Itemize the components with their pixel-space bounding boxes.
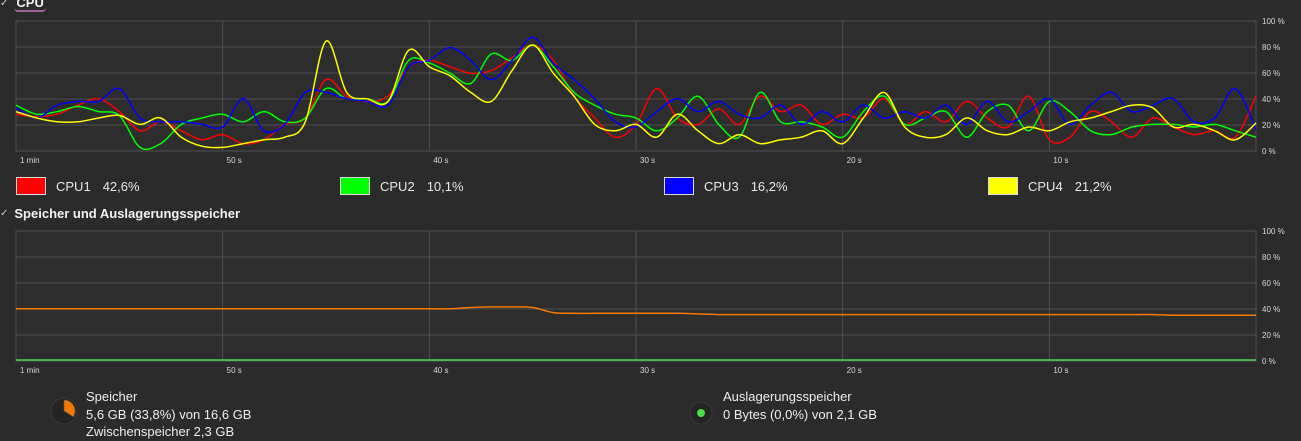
cpu-x-tick-label: 10 s bbox=[1053, 156, 1068, 165]
cpu2-label: CPU2 bbox=[380, 178, 415, 194]
expander-check-icon: ✓ bbox=[0, 208, 9, 219]
memory-y-tick-label: 0 % bbox=[1262, 357, 1276, 366]
cpu3-label: CPU3 bbox=[704, 178, 739, 194]
cpu1-label: CPU1 bbox=[56, 178, 91, 194]
memory-section-title: Speicher und Auslagerungsspeicher bbox=[14, 206, 241, 221]
expander-check-icon: ✓ bbox=[0, 0, 9, 9]
swap-usage: 0 Bytes (0,0%) von 2,1 GB bbox=[723, 406, 877, 422]
memory-x-tick-label: 40 s bbox=[433, 366, 448, 375]
cpu1-value: 42,6% bbox=[102, 178, 140, 194]
cpu-y-tick-label: 40 % bbox=[1262, 95, 1280, 104]
cpu-y-tick-label: 0 % bbox=[1262, 147, 1276, 156]
cpu-y-tick-label: 60 % bbox=[1262, 69, 1280, 78]
cpu-y-tick-label: 80 % bbox=[1262, 43, 1280, 52]
cpu1-legend[interactable]: CPU1 42,6% bbox=[16, 177, 140, 195]
memory-line bbox=[16, 306, 1256, 316]
swap-pie-icon bbox=[689, 401, 713, 425]
memory-y-tick-label: 100 % bbox=[1262, 227, 1285, 236]
memory-cache: Zwischenspeicher 2,3 GB bbox=[86, 424, 235, 439]
memory-y-tick-label: 20 % bbox=[1262, 331, 1280, 340]
cpu4-legend[interactable]: CPU4 21,2% bbox=[988, 177, 1112, 195]
memory-info: Speicher 5,6 GB (33,8%) von 16,6 GB Zwis… bbox=[86, 388, 251, 441]
cpu4-line bbox=[15, 40, 1257, 149]
cpu3-color-swatch[interactable] bbox=[664, 177, 694, 195]
cpu3-legend[interactable]: CPU3 16,2% bbox=[664, 177, 788, 195]
memory-history-graph: 100 % 80 % 60 % 40 % 20 % 0 % 1 min 50 s 40 s 30 … bbox=[15, 227, 1285, 375]
cpu-x-tick-label: 1 min bbox=[20, 156, 40, 165]
memory-usage: 5,6 GB (33,8%) von 16,6 GB bbox=[86, 406, 252, 422]
memory-section-header[interactable]: ✓ Speicher und Auslagerungsspeicher bbox=[0, 206, 240, 221]
memory-label: Speicher bbox=[86, 389, 138, 404]
cpu-x-tick-label: 40 s bbox=[433, 156, 448, 165]
cpu2-line bbox=[15, 44, 1257, 151]
memory-pie-icon bbox=[50, 397, 78, 425]
cpu4-color-swatch[interactable] bbox=[988, 177, 1018, 195]
memory-x-tick-label: 30 s bbox=[640, 366, 655, 375]
cpu2-color-swatch[interactable] bbox=[340, 177, 370, 195]
memory-x-tick-label: 50 s bbox=[227, 366, 242, 375]
cpu-x-tick-label: 20 s bbox=[847, 156, 862, 165]
cpu2-value: 10,1% bbox=[426, 178, 464, 194]
cpu-section-header[interactable]: ✓ CPU bbox=[0, 0, 46, 12]
cpu2-legend[interactable]: CPU2 10,1% bbox=[340, 177, 464, 195]
cpu3-value: 16,2% bbox=[750, 178, 788, 194]
cpu3-line bbox=[15, 36, 1257, 134]
cpu-x-tick-label: 50 s bbox=[227, 156, 242, 165]
cpu-x-tick-label: 30 s bbox=[640, 156, 655, 165]
memory-x-tick-label: 10 s bbox=[1053, 366, 1068, 375]
memory-y-tick-label: 80 % bbox=[1262, 253, 1280, 262]
memory-y-tick-label: 40 % bbox=[1262, 305, 1280, 314]
cpu4-value: 21,2% bbox=[1074, 178, 1112, 194]
memory-x-tick-label: 20 s bbox=[847, 366, 862, 375]
memory-y-tick-label: 60 % bbox=[1262, 279, 1280, 288]
cpu-y-tick-label: 20 % bbox=[1262, 121, 1280, 130]
cpu-y-tick-label: 100 % bbox=[1262, 17, 1285, 26]
cpu1-color-swatch[interactable] bbox=[16, 177, 46, 195]
cpu-history-graph: 100 % 80 % 60 % 40 % 20 % 0 % 1 min 50 s 40 s 30 … bbox=[15, 17, 1285, 165]
cpu4-label: CPU4 bbox=[1028, 178, 1063, 194]
swap-info: Auslagerungsspeicher 0 Bytes (0,0%) von … bbox=[723, 388, 877, 423]
swap-label: Auslagerungsspeicher bbox=[723, 389, 852, 404]
memory-x-tick-label: 1 min bbox=[20, 366, 40, 375]
cpu-section-title: CPU bbox=[14, 0, 46, 12]
